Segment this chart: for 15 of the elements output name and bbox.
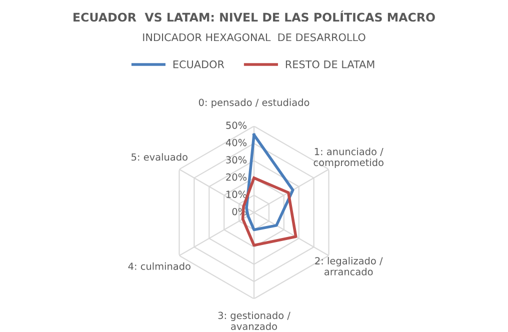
chart-subtitle: INDICADOR HEXAGONAL DE DESARROLLO	[143, 33, 366, 42]
spoke-label: 4: culminado	[128, 262, 190, 270]
spoke-label: 0: pensado / estudiado	[198, 98, 310, 108]
y-tick-label: 20%	[226, 173, 247, 181]
y-tick-label: 10%	[226, 190, 247, 198]
y-tick-label: 50%	[226, 122, 247, 129]
legend-label: ECUADOR	[173, 60, 224, 68]
y-tick-label: 40%	[226, 138, 247, 146]
chart-title: ECUADOR VS LATAM: NIVEL DE LAS POLÍTICAS MACRO	[74, 10, 435, 22]
legend-label: RESTO DE LATAM	[286, 60, 374, 68]
spoke-label: 2: legalizado / arrancado	[315, 256, 383, 276]
y-tick-label: 30%	[226, 156, 247, 164]
spoke-label: 3: gestionado / avanzado	[218, 312, 290, 330]
spoke-label: 5: evaluado	[132, 153, 188, 161]
spoke-label: 1: anunciado / comprometido	[314, 148, 384, 168]
